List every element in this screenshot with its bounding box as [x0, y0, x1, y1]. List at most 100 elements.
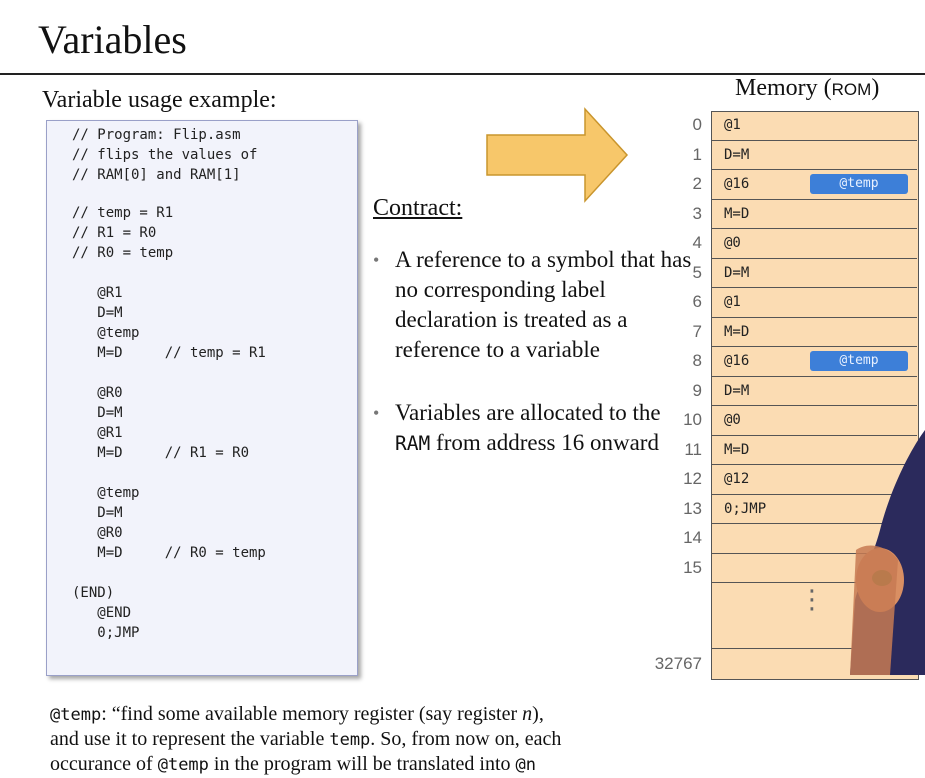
memory-instruction: @16: [724, 353, 750, 369]
memory-address: 12: [683, 469, 702, 488]
footnote-text: and use it to represent the variable: [50, 728, 330, 750]
code-line: D=M: [72, 505, 123, 521]
footnote-text: occurance of: [50, 753, 158, 775]
bullet-text: A reference to a symbol that has no corr…: [395, 247, 692, 362]
memory-row: [711, 347, 917, 377]
variable-tag: @temp: [810, 351, 908, 371]
code-line: // temp = R1: [72, 205, 174, 221]
contract-bullet-1: • A reference to a symbol that has no co…: [373, 245, 691, 375]
memory-instruction: @12: [724, 471, 750, 487]
bullet-text-part: from address 16 onward: [430, 430, 659, 455]
title-divider: [0, 73, 925, 75]
code-line: M=D // R0 = temp: [72, 545, 266, 561]
code-line: @temp: [72, 485, 140, 501]
memory-row: [711, 288, 917, 318]
memory-instruction: @0: [724, 235, 741, 251]
memory-last-address: 32767: [654, 654, 702, 673]
memory-row: [711, 436, 917, 465]
presenter-figure: [850, 430, 925, 675]
memory-row: [711, 495, 917, 524]
code-line: // Program: Flip.asm: [72, 127, 241, 143]
footnote-text: . So, from now on, each: [370, 728, 562, 750]
footnote-line-3: occurance of @temp in the program will b…: [50, 753, 536, 776]
code-line: (END): [72, 585, 115, 601]
memory-row: [711, 111, 917, 141]
memory-address: 15: [683, 557, 702, 577]
ram-term: RAM: [395, 432, 431, 455]
slide-title: Variables: [38, 17, 187, 62]
footnote-code: @temp: [50, 705, 102, 725]
code-listing-box: [46, 120, 358, 676]
code-line: @R1: [72, 285, 123, 301]
memory-row: [711, 318, 917, 347]
code-line: 0;JMP: [72, 625, 140, 641]
footnote-text: ),: [532, 703, 544, 725]
arrow-right-icon: [486, 107, 629, 203]
memory-row: [711, 406, 917, 436]
footnote-text: : “find some available memory register (…: [101, 703, 523, 725]
memory-instruction: 0;JMP: [724, 500, 767, 517]
bullet-text-part: Variables are allocated to the: [395, 400, 661, 425]
memory-instruction: M=D: [724, 323, 750, 340]
memory-instruction: @0: [724, 412, 741, 428]
memory-divider: [711, 648, 917, 649]
bullet-text: Variables are allocated to the RAM from …: [395, 398, 695, 459]
contract-bullet-2: • Variables are allocated to the RAM fro…: [373, 398, 683, 498]
memory-instruction: @1: [724, 294, 741, 310]
footnote-text: in the program will be translated into: [208, 753, 516, 775]
memory-address: 8: [692, 351, 702, 370]
memory-address: 3: [692, 203, 702, 223]
memory-instruction: @1: [724, 117, 741, 133]
contract-heading: Contract:: [373, 195, 463, 221]
memory-address: 2: [692, 174, 702, 193]
bullet-glyph: •: [373, 403, 380, 423]
memory-row: [711, 554, 917, 583]
footnote-line-1: @temp: “find some available memory regis…: [50, 703, 544, 726]
memory-title-text: ): [871, 75, 880, 101]
code-line: M=D // temp = R1: [72, 345, 266, 361]
code-line: // RAM[0] and RAM[1]: [72, 167, 241, 183]
footnote-line-2: and use it to represent the variable tem…: [50, 728, 561, 751]
memory-row: [711, 524, 917, 554]
memory-instruction: @16: [724, 176, 750, 192]
code-line: // flips the values of: [72, 147, 258, 163]
footnote-code: @temp: [157, 755, 209, 775]
memory-row: [711, 229, 917, 259]
memory-title-text: Memory (: [735, 75, 832, 101]
memory-title-rom: ROM: [831, 80, 872, 99]
memory-row: [711, 465, 917, 495]
code-line: @R0: [72, 385, 123, 401]
code-line: M=D // R1 = R0: [72, 445, 250, 461]
code-line: // R1 = R0: [72, 225, 157, 241]
memory-address: 13: [683, 498, 702, 518]
memory-title: Memory (ROM): [735, 75, 879, 102]
memory-address: 0: [692, 115, 702, 134]
code-line: D=M: [72, 305, 123, 321]
code-line: D=M: [72, 405, 123, 421]
memory-address: 9: [692, 380, 702, 400]
variable-tag: @temp: [810, 174, 908, 194]
memory-address: 10: [683, 410, 702, 429]
memory-ellipsis: ⋮: [799, 584, 825, 614]
memory-instruction: D=M: [724, 382, 750, 399]
bullet-glyph: •: [373, 250, 380, 270]
memory-row: [711, 259, 917, 288]
memory-instruction: D=M: [724, 264, 750, 281]
memory-address: 4: [692, 233, 702, 252]
code-line: // R0 = temp: [72, 245, 174, 261]
code-line: @R0: [72, 525, 123, 541]
memory-address: 1: [692, 144, 702, 164]
memory-instruction: M=D: [724, 441, 750, 458]
code-line: @temp: [72, 325, 140, 341]
footnote-italic: n: [522, 703, 533, 725]
footnote-code: temp: [329, 730, 371, 750]
memory-instruction: D=M: [724, 146, 750, 163]
memory-address: 11: [684, 439, 702, 459]
memory-instruction: M=D: [724, 205, 750, 222]
memory-row: [711, 170, 917, 200]
footnote-code: @n: [515, 755, 536, 775]
memory-row: [711, 377, 917, 406]
memory-address: 7: [692, 321, 702, 341]
memory-address: 5: [692, 262, 702, 282]
memory-address: 6: [692, 292, 702, 311]
